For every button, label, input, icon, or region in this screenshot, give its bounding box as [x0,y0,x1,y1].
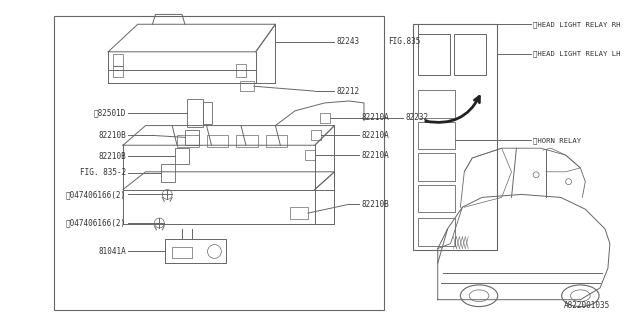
Bar [418,185,456,212]
Bar [177,135,198,147]
Bar [175,148,189,164]
Text: FIG. 835-2: FIG. 835-2 [79,168,126,177]
Bar [187,99,203,126]
Text: 82210B: 82210B [98,152,126,161]
Bar [311,131,321,140]
Bar [185,130,198,145]
Text: ①82501D: ①82501D [93,108,126,117]
Bar [418,90,456,118]
Bar [290,207,308,219]
Text: ①HEAD LIGHT RELAY LH: ①HEAD LIGHT RELAY LH [533,51,621,57]
Bar [418,34,449,76]
Bar [418,122,456,149]
Text: FIG.835: FIG.835 [388,37,421,46]
Text: 82212: 82212 [337,87,360,96]
Text: Ⓟ047406166(2): Ⓟ047406166(2) [66,190,126,199]
Text: ①HORN RELAY: ①HORN RELAY [533,137,581,144]
Bar [113,66,123,77]
Bar [54,16,383,309]
Text: Ⓟ047406166(2): Ⓟ047406166(2) [66,219,126,228]
Bar [413,24,497,251]
Bar [113,54,123,66]
Text: A822001035: A822001035 [564,300,610,309]
Text: 82243: 82243 [337,37,360,46]
Text: 81041A: 81041A [98,247,126,256]
Text: ①HEAD LIGHT RELAY RH: ①HEAD LIGHT RELAY RH [533,21,621,28]
Text: 82210B: 82210B [361,200,388,209]
Bar [161,164,175,182]
Bar [320,113,330,123]
Bar [207,135,228,147]
Bar [236,64,246,77]
Bar [454,34,486,76]
Text: 82210A: 82210A [361,151,388,160]
Bar [418,218,456,245]
Text: 82232: 82232 [405,113,428,122]
Bar [305,150,315,160]
Bar [236,135,258,147]
Bar [203,102,212,124]
Bar [172,247,192,258]
Bar [266,135,287,147]
Text: 82210A: 82210A [361,131,388,140]
Text: 82210A: 82210A [361,113,388,122]
Bar [240,81,254,91]
Bar [418,153,456,181]
Text: 82210B: 82210B [98,131,126,140]
